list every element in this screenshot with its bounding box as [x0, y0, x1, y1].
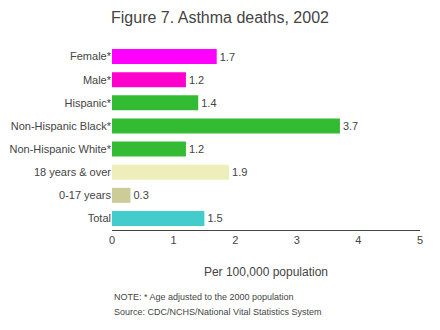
svg-text:0: 0: [109, 234, 115, 246]
svg-text:Non-Hispanic Black*: Non-Hispanic Black*: [11, 120, 112, 132]
svg-text:4: 4: [355, 234, 361, 246]
svg-text:Per 100,000 population: Per 100,000 population: [204, 265, 328, 279]
svg-text:Male*: Male*: [83, 74, 112, 86]
svg-text:NOTE: * Age adjusted to the 20: NOTE: * Age adjusted to the 2000 populat…: [114, 292, 294, 302]
svg-text:Hispanic*: Hispanic*: [65, 97, 112, 109]
svg-text:5: 5: [417, 234, 423, 246]
svg-text:Total: Total: [88, 212, 111, 224]
svg-text:1.2: 1.2: [189, 74, 204, 86]
svg-text:1.9: 1.9: [232, 166, 247, 178]
svg-text:Non-Hispanic White*: Non-Hispanic White*: [10, 143, 112, 155]
svg-text:Female*: Female*: [70, 50, 112, 62]
svg-text:Figure 7. Asthma deaths, 2002: Figure 7. Asthma deaths, 2002: [111, 9, 329, 26]
svg-text:1.7: 1.7: [220, 51, 235, 63]
svg-text:2: 2: [232, 234, 238, 246]
svg-text:1.5: 1.5: [207, 212, 222, 224]
svg-text:Source: CDC/NCHS/National Vita: Source: CDC/NCHS/National Vital Statisti…: [114, 307, 321, 317]
svg-text:3: 3: [294, 234, 300, 246]
svg-text:1.2: 1.2: [189, 143, 204, 155]
svg-text:0-17 years: 0-17 years: [59, 189, 111, 201]
svg-text:1.4: 1.4: [201, 97, 216, 109]
svg-text:0.3: 0.3: [133, 189, 148, 201]
svg-text:1: 1: [171, 234, 177, 246]
svg-text:3.7: 3.7: [343, 120, 358, 132]
svg-text:18 years & over: 18 years & over: [34, 166, 111, 178]
